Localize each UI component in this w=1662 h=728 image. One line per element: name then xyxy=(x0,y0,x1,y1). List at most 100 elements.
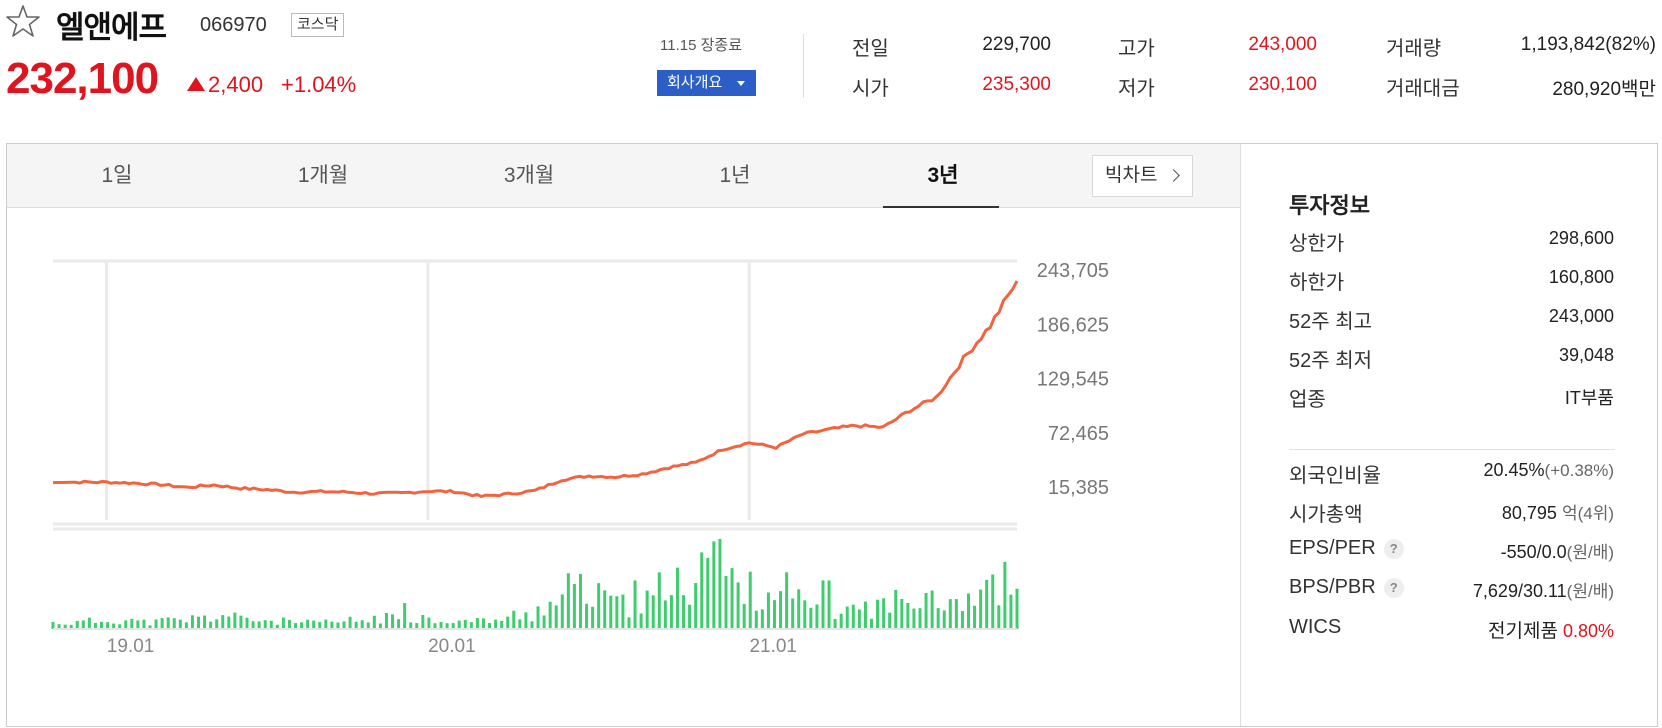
volume-bar xyxy=(518,619,522,629)
volume-bar xyxy=(130,618,134,629)
volume-bar xyxy=(257,621,261,629)
volume-bar xyxy=(603,590,607,629)
volume-bar xyxy=(536,606,540,629)
volume-bar xyxy=(997,605,1001,629)
volume-bar xyxy=(178,619,182,629)
volume-bar xyxy=(851,604,855,629)
stock-code: 066970 xyxy=(200,14,267,36)
y-tick-label: 129,545 xyxy=(1037,369,1109,391)
open-value: 235,300 xyxy=(982,74,1051,95)
volume-bar xyxy=(75,620,79,629)
volume-bar xyxy=(136,620,140,629)
volume-bar xyxy=(481,618,485,629)
tab-1-day[interactable]: 1일 xyxy=(101,164,133,187)
volume-bar xyxy=(591,606,595,629)
y-tick-label: 15,385 xyxy=(1048,477,1109,499)
volume-bar xyxy=(439,621,443,629)
price-change: 2,400 xyxy=(187,72,263,98)
volume-bar xyxy=(609,595,613,629)
market-cap-rank: (4위) xyxy=(1577,504,1614,523)
volume-bar xyxy=(312,620,316,629)
volume-bar xyxy=(572,584,576,629)
volume-bar xyxy=(651,595,655,629)
foreign-ratio-label: 외국인비율 xyxy=(1289,465,1381,487)
volume-bar xyxy=(306,619,310,629)
volume-bar xyxy=(730,568,734,629)
favorite-star-icon[interactable] xyxy=(6,4,40,38)
volume-bar xyxy=(57,624,61,629)
volume-bar xyxy=(415,623,419,629)
tab-1-month[interactable]: 1개월 xyxy=(297,164,349,187)
volume-bar xyxy=(973,605,977,629)
volume-bar xyxy=(688,604,692,629)
volume-bar xyxy=(106,622,110,629)
volume-bar xyxy=(384,612,388,629)
volume-bar xyxy=(918,608,922,629)
volume-bar xyxy=(675,567,679,629)
volume-bar xyxy=(397,619,401,629)
volume-bar xyxy=(882,598,886,629)
volume-bar xyxy=(500,620,504,629)
lower-limit-label: 하한가 xyxy=(1289,272,1345,294)
up-arrow-icon xyxy=(187,77,205,91)
period-tabs: 1일 1개월 3개월 1년 3년 빅차트 xyxy=(7,144,1240,208)
volume-bar xyxy=(548,601,552,629)
volume-bar xyxy=(409,622,413,629)
wics-pct: 0.80% xyxy=(1562,621,1614,641)
volume-bar xyxy=(954,599,958,629)
volume-bar xyxy=(160,618,164,629)
tab-1-year[interactable]: 1년 xyxy=(719,164,751,187)
bps-pbr: 7,629/30.11 xyxy=(1472,581,1567,601)
eps-help-icon[interactable]: ? xyxy=(1383,539,1404,559)
eps-per-label: EPS/PER? xyxy=(1289,537,1404,560)
bps-help-icon[interactable]: ? xyxy=(1383,578,1404,598)
market-cap-value: 80,795 억(4위) xyxy=(1502,499,1614,524)
amount-number: 280,920 xyxy=(1552,79,1622,100)
volume-bar xyxy=(560,594,564,629)
volume-bar xyxy=(403,603,407,629)
volume-bar xyxy=(421,615,425,629)
tab-3-month[interactable]: 3개월 xyxy=(503,164,555,187)
volume-bar xyxy=(809,607,813,629)
tab-3-year[interactable]: 3년 xyxy=(927,164,959,187)
low52-value: 39,048 xyxy=(1558,345,1614,365)
volume-bar xyxy=(542,615,546,629)
volume-bar xyxy=(736,582,740,629)
high52-value: 243,000 xyxy=(1548,306,1614,326)
volume-bar xyxy=(906,602,910,629)
volume-label: 거래량 xyxy=(1386,38,1442,60)
eps-per-value: -550/0.0(원/배) xyxy=(1501,538,1614,563)
volume-bar xyxy=(821,580,825,629)
volume-bar xyxy=(530,621,534,629)
big-chart-button[interactable]: 빅차트 xyxy=(1092,155,1193,197)
volume-bar xyxy=(221,615,225,629)
foreign-ratio: 20.45% xyxy=(1483,460,1545,480)
wics-sector[interactable]: 전기제품 xyxy=(1488,621,1558,642)
volume-bar xyxy=(979,589,983,629)
volume-bar xyxy=(336,622,340,629)
volume-bar xyxy=(748,571,752,629)
industry-value[interactable]: IT부품 xyxy=(1564,388,1614,408)
volume-bar xyxy=(112,623,116,629)
volume-bar xyxy=(275,624,279,629)
price-change-value: 2,400 xyxy=(208,72,264,97)
volume-bar xyxy=(494,619,498,629)
open-label: 시가 xyxy=(852,78,889,100)
volume-bar xyxy=(888,612,892,629)
volume-bar xyxy=(281,617,285,629)
price-chart[interactable]: 19.01 20.01 21.01 243,705 186,625 129,545 72,4… xyxy=(7,209,1240,727)
company-overview-button[interactable]: 회사개요 xyxy=(657,70,756,96)
volume-bar xyxy=(845,606,849,629)
current-price: 232,100 xyxy=(6,54,159,103)
volume-bar xyxy=(239,615,243,629)
wics-value: 전기제품 0.80% xyxy=(1488,616,1614,643)
volume-bar xyxy=(348,616,352,629)
volume-bar xyxy=(833,618,837,629)
market-cap-unit: 억 xyxy=(1561,504,1578,523)
volume-bar xyxy=(827,580,831,629)
volume-bar xyxy=(894,589,898,629)
foreign-ratio-change: (+0.38%) xyxy=(1544,461,1614,480)
volume-bar xyxy=(706,557,710,629)
header-divider xyxy=(803,34,804,98)
volume-bar xyxy=(190,615,194,629)
